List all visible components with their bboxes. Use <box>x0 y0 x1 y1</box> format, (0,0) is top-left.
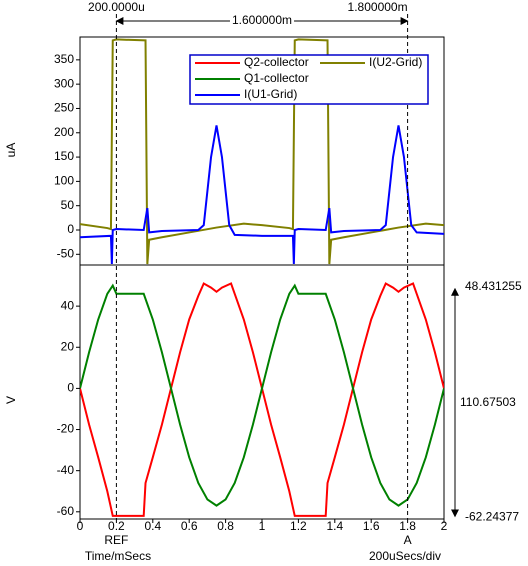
x-tick-label: 0.6 <box>181 519 198 533</box>
x-tick-label: 0 <box>77 519 84 533</box>
plot-frame <box>79 36 445 520</box>
legend-label: Q2-collector <box>244 55 309 69</box>
readout-delta: 110.67503 <box>460 395 516 409</box>
y-tick-label: 40 <box>61 298 75 312</box>
cursor-readout: 200.0000u <box>88 0 145 14</box>
y-axis-label: V <box>4 396 18 404</box>
x-tick-label: 1.8 <box>399 519 416 533</box>
y-tick-label: 200 <box>54 125 74 139</box>
series-line <box>80 283 444 507</box>
x-tick-label: 0.4 <box>144 519 161 533</box>
y-tick-label: -60 <box>57 504 75 518</box>
readout-upper: 48.431255 <box>465 279 522 293</box>
x-scale-note: 200uSecs/div <box>369 549 441 563</box>
y-tick-label: 150 <box>54 149 74 163</box>
legend-label: I(U2-Grid) <box>369 55 422 69</box>
series-line <box>80 38 444 265</box>
y-tick-label: 50 <box>61 198 75 212</box>
cursor-readout: 1.800000m <box>348 0 408 14</box>
y-tick-label: -20 <box>57 422 75 436</box>
series-line <box>80 125 444 265</box>
series-line <box>80 282 444 517</box>
y-tick-label: -40 <box>57 463 75 477</box>
legend-label: I(U1-Grid) <box>244 87 297 101</box>
y-tick-label: 250 <box>54 101 74 115</box>
y-tick-label: 300 <box>54 76 74 90</box>
x-tick-label: 1.6 <box>363 519 380 533</box>
x-tick-label: 0.8 <box>217 519 234 533</box>
y-tick-label: 0 <box>67 381 74 395</box>
x-tick-label: 2 <box>441 519 448 533</box>
x-axis-label: Time/mSecs <box>85 549 151 563</box>
y-tick-label: 0 <box>67 222 74 236</box>
cursor-delta: 1.600000m <box>232 13 292 27</box>
readout-lower: -62.24377 <box>465 510 519 524</box>
y-axis-label: uA <box>4 143 18 158</box>
y-tick-label: 20 <box>61 339 75 353</box>
x-tick-label: 1.2 <box>290 519 307 533</box>
label-bg <box>229 13 295 28</box>
y-tick-label: -50 <box>57 246 75 260</box>
cursor-label: REF <box>104 533 128 547</box>
x-tick-label: 1.4 <box>326 519 343 533</box>
x-tick-label: 1 <box>259 519 266 533</box>
cursor-label: A <box>404 533 412 547</box>
y-tick-label: 100 <box>54 174 74 188</box>
y-tick-label: 350 <box>54 52 74 66</box>
x-tick-label: 0.2 <box>108 519 125 533</box>
legend-label: Q1-collector <box>244 71 309 85</box>
